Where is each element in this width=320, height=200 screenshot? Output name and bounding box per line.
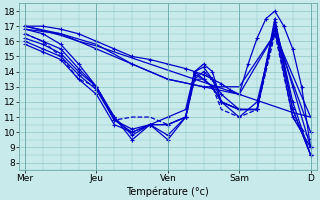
X-axis label: Température (°c): Température (°c) [126, 186, 209, 197]
